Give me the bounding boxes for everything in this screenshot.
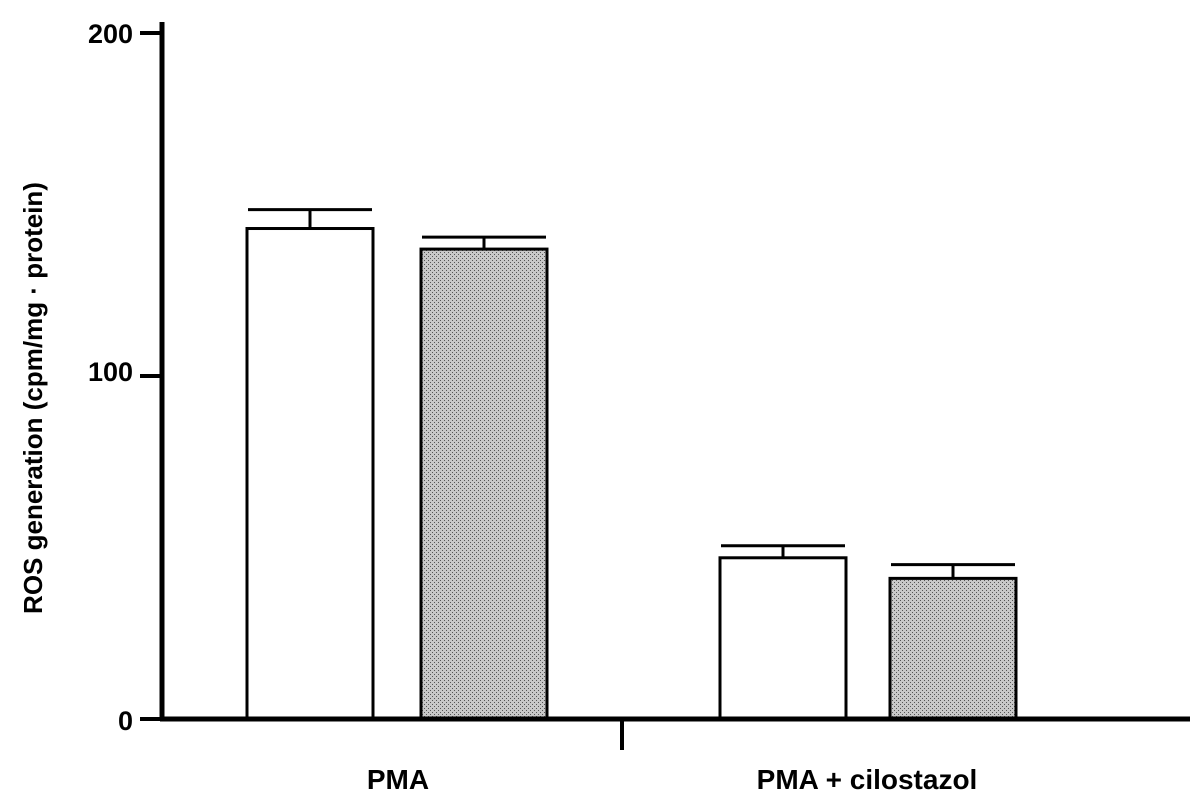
category-label-pma: PMA [367, 764, 429, 795]
bar-c1-s1 [888, 576, 1018, 721]
bars-layer [245, 208, 1018, 721]
y-tick-label-100: 100 [88, 357, 133, 387]
axes-layer [140, 22, 1190, 750]
y-tick-label-200: 200 [88, 19, 133, 49]
y-axis-label: ROS generation (cpm/mg · protein) [18, 182, 48, 614]
bar-c0-s1 [419, 247, 549, 721]
bar-c0-s0 [245, 227, 375, 721]
category-label-pma-cilostazol: PMA + cilostazol [757, 764, 978, 795]
bar-c1-s0 [718, 556, 848, 721]
y-tick-label-0: 0 [118, 706, 133, 736]
